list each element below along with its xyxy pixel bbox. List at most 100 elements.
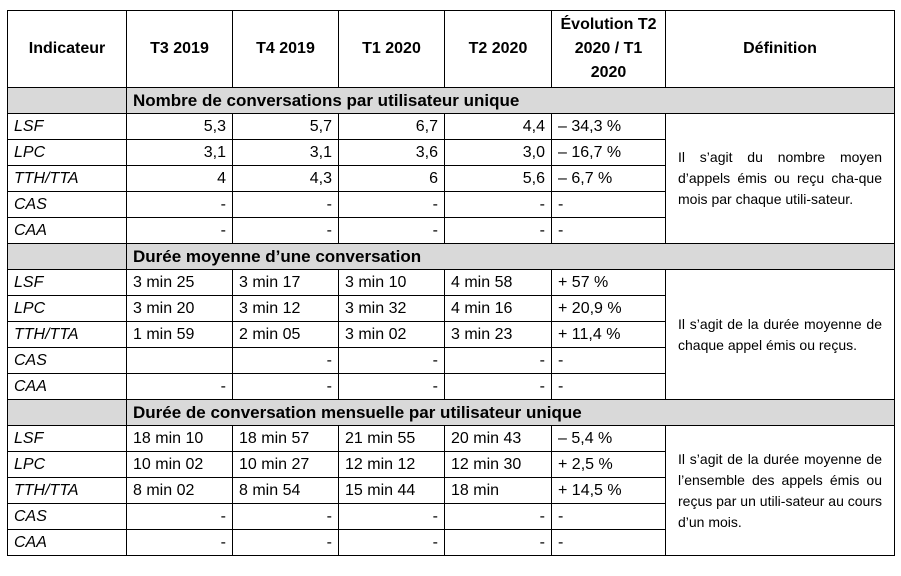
value-cell: - — [338, 217, 445, 244]
table-row: CAS - - - - - — [7, 503, 895, 530]
value-cell: 3 min 17 — [232, 269, 339, 296]
value-cell: 12 min 30 — [444, 451, 552, 478]
value-cell: - — [232, 373, 339, 400]
table-row: CAA - - - - - — [7, 373, 895, 400]
indicator-cell: CAA — [7, 217, 127, 244]
value-cell: - — [444, 217, 552, 244]
value-cell: - — [551, 217, 666, 244]
definition-cell: Il s’agit du nombre moyen d’appels émis … — [665, 113, 895, 244]
value-cell: 3,6 — [338, 139, 445, 166]
definition-cell: Il s’agit de la durée moyenne de l’ensem… — [665, 425, 895, 556]
value-cell: - — [338, 373, 445, 400]
section-header-row: Nombre de conversations par utilisateur … — [7, 87, 895, 114]
section-header-row: Durée moyenne d’une conversation — [7, 243, 895, 270]
header-definition: Définition — [665, 10, 895, 88]
value-cell: - — [338, 529, 445, 556]
header-t2-2020: T2 2020 — [444, 10, 552, 88]
indicator-cell: LSF — [7, 113, 127, 140]
section-spacer — [7, 87, 127, 114]
value-cell: 1 min 59 — [126, 321, 233, 348]
table-row: TTH/TTA 4 4,3 6 5,6– 6,7 % — [7, 165, 895, 192]
header-evolution: Évolution T2 2020 / T1 2020 — [551, 10, 666, 88]
table-row: CAA - - - - - — [7, 529, 895, 556]
value-cell: - — [232, 529, 339, 556]
indicator-cell: CAS — [7, 503, 127, 530]
value-cell: 18 min 10 — [126, 425, 233, 452]
value-cell: - — [444, 347, 552, 374]
value-cell: 21 min 55 — [338, 425, 445, 452]
value-cell: - — [232, 191, 339, 218]
indicator-cell: LPC — [7, 139, 127, 166]
value-cell: - — [551, 191, 666, 218]
indicator-cell: CAS — [7, 191, 127, 218]
indicator-cell: TTH/TTA — [7, 165, 127, 192]
value-cell: - — [444, 503, 552, 530]
table-row: TTH/TTA 8 min 02 8 min 54 15 min 44 18 min + … — [7, 477, 895, 504]
value-cell: 10 min 27 — [232, 451, 339, 478]
value-cell: – 34,3 % — [551, 113, 666, 140]
value-cell: - — [444, 191, 552, 218]
value-cell: - — [338, 503, 445, 530]
value-cell: + 20,9 % — [551, 295, 666, 322]
section-title: Durée de conversation mensuelle par util… — [126, 399, 895, 426]
value-cell: 4,4 — [444, 113, 552, 140]
value-cell: - — [338, 347, 445, 374]
value-cell: - — [444, 529, 552, 556]
value-cell: 3 min 32 — [338, 295, 445, 322]
indicator-cell: TTH/TTA — [7, 321, 127, 348]
value-cell: 5,3 — [126, 113, 233, 140]
value-cell: 3 min 25 — [126, 269, 233, 296]
table-row: LPC 3,1 3,1 3,6 3,0– 16,7 % — [7, 139, 895, 166]
value-cell: 8 min 02 — [126, 477, 233, 504]
value-cell: – 16,7 % — [551, 139, 666, 166]
indicator-cell: CAA — [7, 373, 127, 400]
value-cell: - — [126, 373, 233, 400]
value-cell: 4,3 — [232, 165, 339, 192]
section-title: Nombre de conversations par utilisateur … — [126, 87, 895, 114]
value-cell: 15 min 44 — [338, 477, 445, 504]
value-cell: 6,7 — [338, 113, 445, 140]
indicator-cell: CAS — [7, 347, 127, 374]
section-title: Durée moyenne d’une conversation — [126, 243, 895, 270]
value-cell: - — [126, 503, 233, 530]
header-row: Indicateur T3 2019 T4 2019 T1 2020 T2 20… — [7, 10, 895, 88]
value-cell — [126, 347, 233, 374]
table-row: LPC 10 min 02 10 min 27 12 min 12 12 min 30 +… — [7, 451, 895, 478]
definition-cell: Il s’agit de la durée moyenne de chaque … — [665, 269, 895, 400]
indicator-cell: LSF — [7, 269, 127, 296]
value-cell: - — [232, 217, 339, 244]
header-indicateur: Indicateur — [7, 10, 127, 88]
value-cell: + 14,5 % — [551, 477, 666, 504]
value-cell: - — [551, 529, 666, 556]
value-cell: - — [551, 503, 666, 530]
value-cell: - — [551, 373, 666, 400]
table-row: LSF 3 min 25 3 min 17 3 min 10 4 min 58 + 57 … — [7, 269, 895, 400]
section-header-row: Durée de conversation mensuelle par util… — [7, 399, 895, 426]
table-row: LSF 18 min 10 18 min 57 21 min 55 20 min 43–… — [7, 425, 895, 556]
value-cell: – 5,4 % — [551, 425, 666, 452]
value-cell: 3,1 — [232, 139, 339, 166]
header-t1-2020: T1 2020 — [338, 10, 445, 88]
value-cell: 3 min 23 — [444, 321, 552, 348]
value-cell: 6 — [338, 165, 445, 192]
value-cell: 5,7 — [232, 113, 339, 140]
indicator-cell: LPC — [7, 295, 127, 322]
value-cell: – 6,7 % — [551, 165, 666, 192]
indicator-cell: TTH/TTA — [7, 477, 127, 504]
value-cell: 4 min 16 — [444, 295, 552, 322]
value-cell: 18 min 57 — [232, 425, 339, 452]
value-cell: 3 min 12 — [232, 295, 339, 322]
value-cell: - — [551, 347, 666, 374]
value-cell: 5,6 — [444, 165, 552, 192]
indicator-cell: CAA — [7, 529, 127, 556]
value-cell: 3 min 02 — [338, 321, 445, 348]
value-cell: 4 — [126, 165, 233, 192]
value-cell: - — [338, 191, 445, 218]
value-cell: 3,0 — [444, 139, 552, 166]
value-cell: - — [126, 529, 233, 556]
value-cell: + 11,4 % — [551, 321, 666, 348]
indicator-cell: LPC — [7, 451, 127, 478]
section-spacer — [7, 243, 127, 270]
value-cell: - — [232, 347, 339, 374]
value-cell: 10 min 02 — [126, 451, 233, 478]
